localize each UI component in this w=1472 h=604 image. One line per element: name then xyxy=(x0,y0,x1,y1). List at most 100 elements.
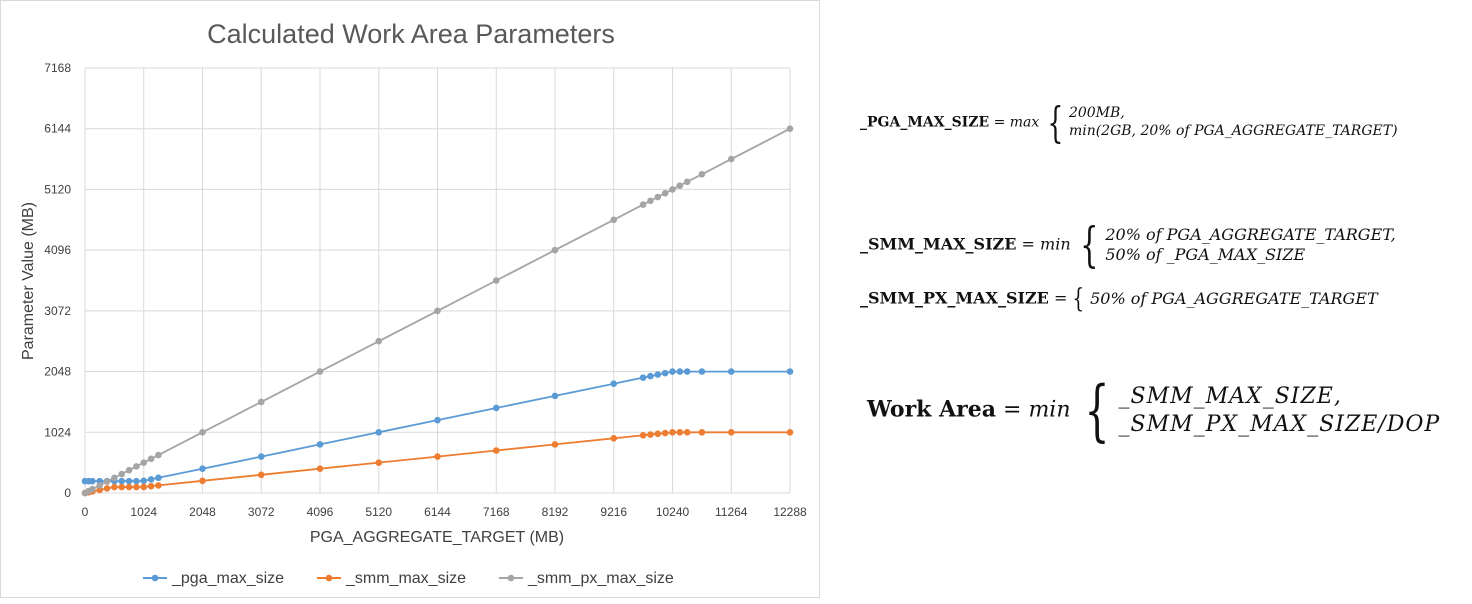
formula-cases: _SMM_MAX_SIZE, _SMM_PX_MAX_SIZE/DOP xyxy=(1119,383,1441,438)
left-brace: { xyxy=(1072,284,1085,314)
data-point xyxy=(111,474,118,482)
data-point xyxy=(434,453,441,460)
formula-case: 50% of _PGA_MAX_SIZE xyxy=(1105,245,1306,264)
line-chart: 0 1024 2048 3072 4096 5120 6144 7168 0 1024 2048 30… xyxy=(20,19,807,587)
x-tick-label: 6144 xyxy=(424,505,451,519)
data-point xyxy=(257,471,265,479)
data-point xyxy=(118,477,126,485)
data-point xyxy=(96,486,103,494)
chart-title: Calculated Work Area Parameters xyxy=(207,19,615,49)
x-tick-label: 7168 xyxy=(483,505,510,519)
data-point xyxy=(125,466,133,474)
data-point xyxy=(661,429,669,437)
chart-panel: 0 1024 2048 3072 4096 5120 6144 7168 0 1024 2048 30… xyxy=(0,0,820,598)
formula-case: min(2GB, 20% of PGA_AGGREGATE_TARGET) xyxy=(1068,122,1398,139)
data-point xyxy=(654,430,662,438)
data-point xyxy=(647,372,654,380)
y-axis-label: Parameter Value (MB) xyxy=(20,202,37,360)
data-point xyxy=(610,435,618,442)
data-point xyxy=(133,463,140,470)
data-point xyxy=(199,465,206,472)
data-point xyxy=(111,483,118,491)
y-tick-label: 6144 xyxy=(44,122,71,136)
data-point xyxy=(257,453,265,460)
data-point xyxy=(661,189,669,197)
y-tick-label: 1024 xyxy=(44,425,71,439)
data-point xyxy=(669,368,676,375)
data-point xyxy=(316,441,324,448)
x-tick-label: 12288 xyxy=(773,505,807,519)
data-point xyxy=(434,416,441,424)
data-point xyxy=(375,428,383,436)
formula-lhs: _SMM_MAX_SIZE xyxy=(860,234,1017,254)
data-point xyxy=(147,482,155,490)
data-point xyxy=(639,432,647,439)
data-point xyxy=(639,201,647,208)
data-point xyxy=(257,398,265,406)
data-point xyxy=(118,470,126,478)
data-point xyxy=(676,368,684,375)
data-point xyxy=(140,477,148,485)
data-point xyxy=(727,155,735,163)
y-tick-label: 5120 xyxy=(44,182,71,196)
formula-cases: 200MB, min(2GB, 20% of PGA_AGGREGATE_TAR… xyxy=(1069,105,1398,140)
formula-case: 200MB, xyxy=(1068,105,1125,121)
data-point xyxy=(786,125,794,133)
data-point xyxy=(676,182,684,189)
data-point xyxy=(669,186,676,193)
data-point xyxy=(683,428,691,436)
formula-case: 20% of PGA_AGGREGATE_TARGET, xyxy=(1105,225,1396,244)
data-point xyxy=(199,428,206,436)
x-tick-label: 1024 xyxy=(130,505,157,519)
data-point xyxy=(676,428,684,436)
formula-case: 50% of PGA_AGGREGATE_TARGET xyxy=(1090,289,1378,308)
data-point xyxy=(610,380,618,388)
data-point xyxy=(647,197,654,205)
data-point xyxy=(125,477,133,485)
x-axis-label: PGA_AGGREGATE_TARGET (MB) xyxy=(310,529,564,546)
data-point xyxy=(551,441,559,448)
formula-equals: = xyxy=(1053,288,1068,308)
formula-function: max xyxy=(1009,114,1040,131)
data-point xyxy=(698,368,706,375)
data-point xyxy=(654,371,662,378)
data-point xyxy=(698,428,706,436)
data-point xyxy=(492,447,500,454)
formula-case: _SMM_MAX_SIZE, xyxy=(1118,384,1342,409)
y-tick-label: 4096 xyxy=(44,243,71,257)
data-point xyxy=(125,483,133,491)
data-point xyxy=(89,485,96,493)
formula-lhs: Work Area xyxy=(867,396,996,423)
data-point xyxy=(727,368,735,375)
data-point xyxy=(155,474,162,482)
y-tick-label: 2048 xyxy=(44,365,71,379)
data-point xyxy=(492,277,500,284)
data-point xyxy=(199,477,206,485)
formula-cases: 20% of PGA_AGGREGATE_TARGET, 50% of _PGA… xyxy=(1105,225,1395,265)
legend-marker xyxy=(325,574,333,582)
formula-equals: = xyxy=(1003,397,1022,423)
data-point xyxy=(96,482,103,489)
data-point xyxy=(118,483,126,491)
formula-case: _SMM_PX_MAX_SIZE/DOP xyxy=(1118,411,1441,437)
data-point xyxy=(133,477,140,485)
x-tick-label: 5120 xyxy=(365,505,392,519)
x-tick-label: 0 xyxy=(82,505,89,519)
data-point xyxy=(147,476,155,483)
data-point xyxy=(155,451,162,459)
legend-label: _smm_max_size xyxy=(345,570,466,587)
x-tick-label: 9216 xyxy=(600,505,627,519)
formula-equals: = xyxy=(1021,234,1035,254)
left-brace: { xyxy=(1083,372,1110,449)
x-tick-label: 8192 xyxy=(542,505,569,519)
data-point xyxy=(786,368,794,375)
x-tick-label: 2048 xyxy=(189,505,216,519)
formula-lhs: _SMM_PX_MAX_SIZE xyxy=(860,288,1049,308)
data-point xyxy=(639,374,647,381)
legend-label: _smm_px_max_size xyxy=(527,570,674,587)
y-tick-label: 3072 xyxy=(44,304,71,318)
data-point xyxy=(727,428,735,436)
smm-px-max-size-formula: _SMM_PX_MAX_SIZE = { 50% of PGA_AGGREGAT… xyxy=(860,284,1378,314)
x-tick-label: 4096 xyxy=(307,505,334,519)
data-point xyxy=(654,193,662,201)
